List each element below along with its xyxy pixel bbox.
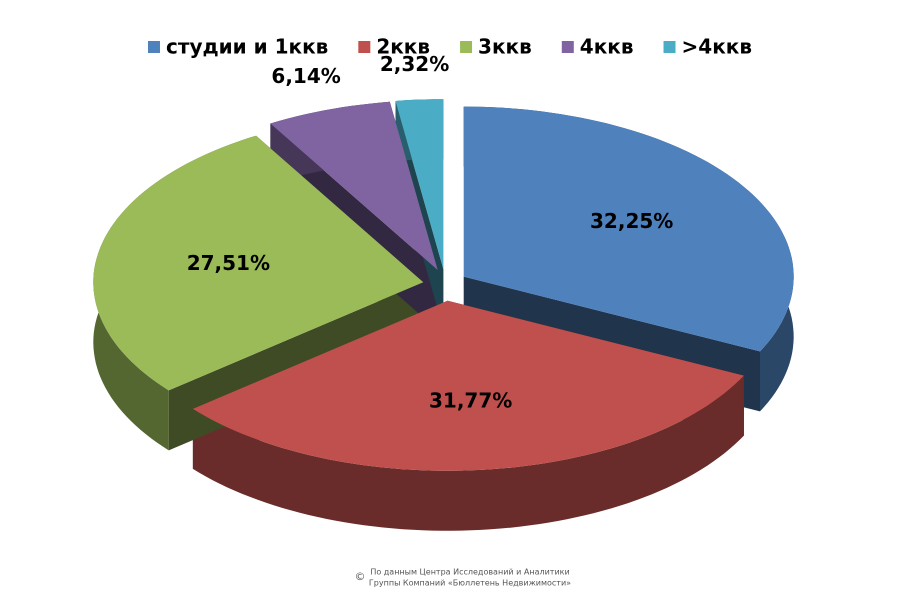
legend-swatch — [460, 41, 473, 53]
data-labels: 32,25% 31,77% 27,51% 6,14% 2,32% — [187, 52, 674, 412]
copyright: © — [355, 570, 366, 583]
source-line: Группы Компаний «Бюллетень Недвижимости» — [369, 579, 571, 588]
legend-label: >4ккв — [682, 35, 752, 59]
legend-swatch — [358, 41, 371, 53]
legend-item: 4ккв — [561, 35, 634, 59]
data-label: 31,77% — [429, 389, 512, 413]
legend-swatch — [147, 41, 160, 53]
slice — [463, 106, 794, 352]
legend-item: 3ккв — [460, 35, 532, 59]
legend-label: студии и 1ккв — [166, 35, 328, 59]
legend-label: 2ккв — [376, 35, 430, 59]
legend: студии и 1ккв 2ккв 3ккв 4ккв >4ккв — [147, 35, 752, 59]
data-label: 6,14% — [271, 64, 340, 88]
legend-item: 2ккв — [358, 35, 430, 59]
legend-swatch — [663, 41, 676, 53]
slice — [93, 135, 424, 391]
legend-swatch — [561, 41, 574, 53]
slice-tops — [93, 99, 794, 471]
data-label: 2,32% — [380, 52, 449, 76]
slice-rim — [192, 375, 744, 531]
slice — [270, 101, 438, 270]
legend-label: 3ккв — [478, 35, 532, 59]
slice — [192, 300, 744, 471]
legend-item: студии и 1ккв — [147, 35, 328, 59]
data-label: 27,51% — [187, 251, 270, 275]
legend-item: >4ккв — [663, 35, 752, 59]
slice — [395, 99, 444, 270]
legend-label: 4ккв — [580, 35, 634, 59]
data-label: 32,25% — [590, 209, 673, 233]
source-line: По данным Центра Исследований и Аналитик… — [370, 568, 569, 577]
